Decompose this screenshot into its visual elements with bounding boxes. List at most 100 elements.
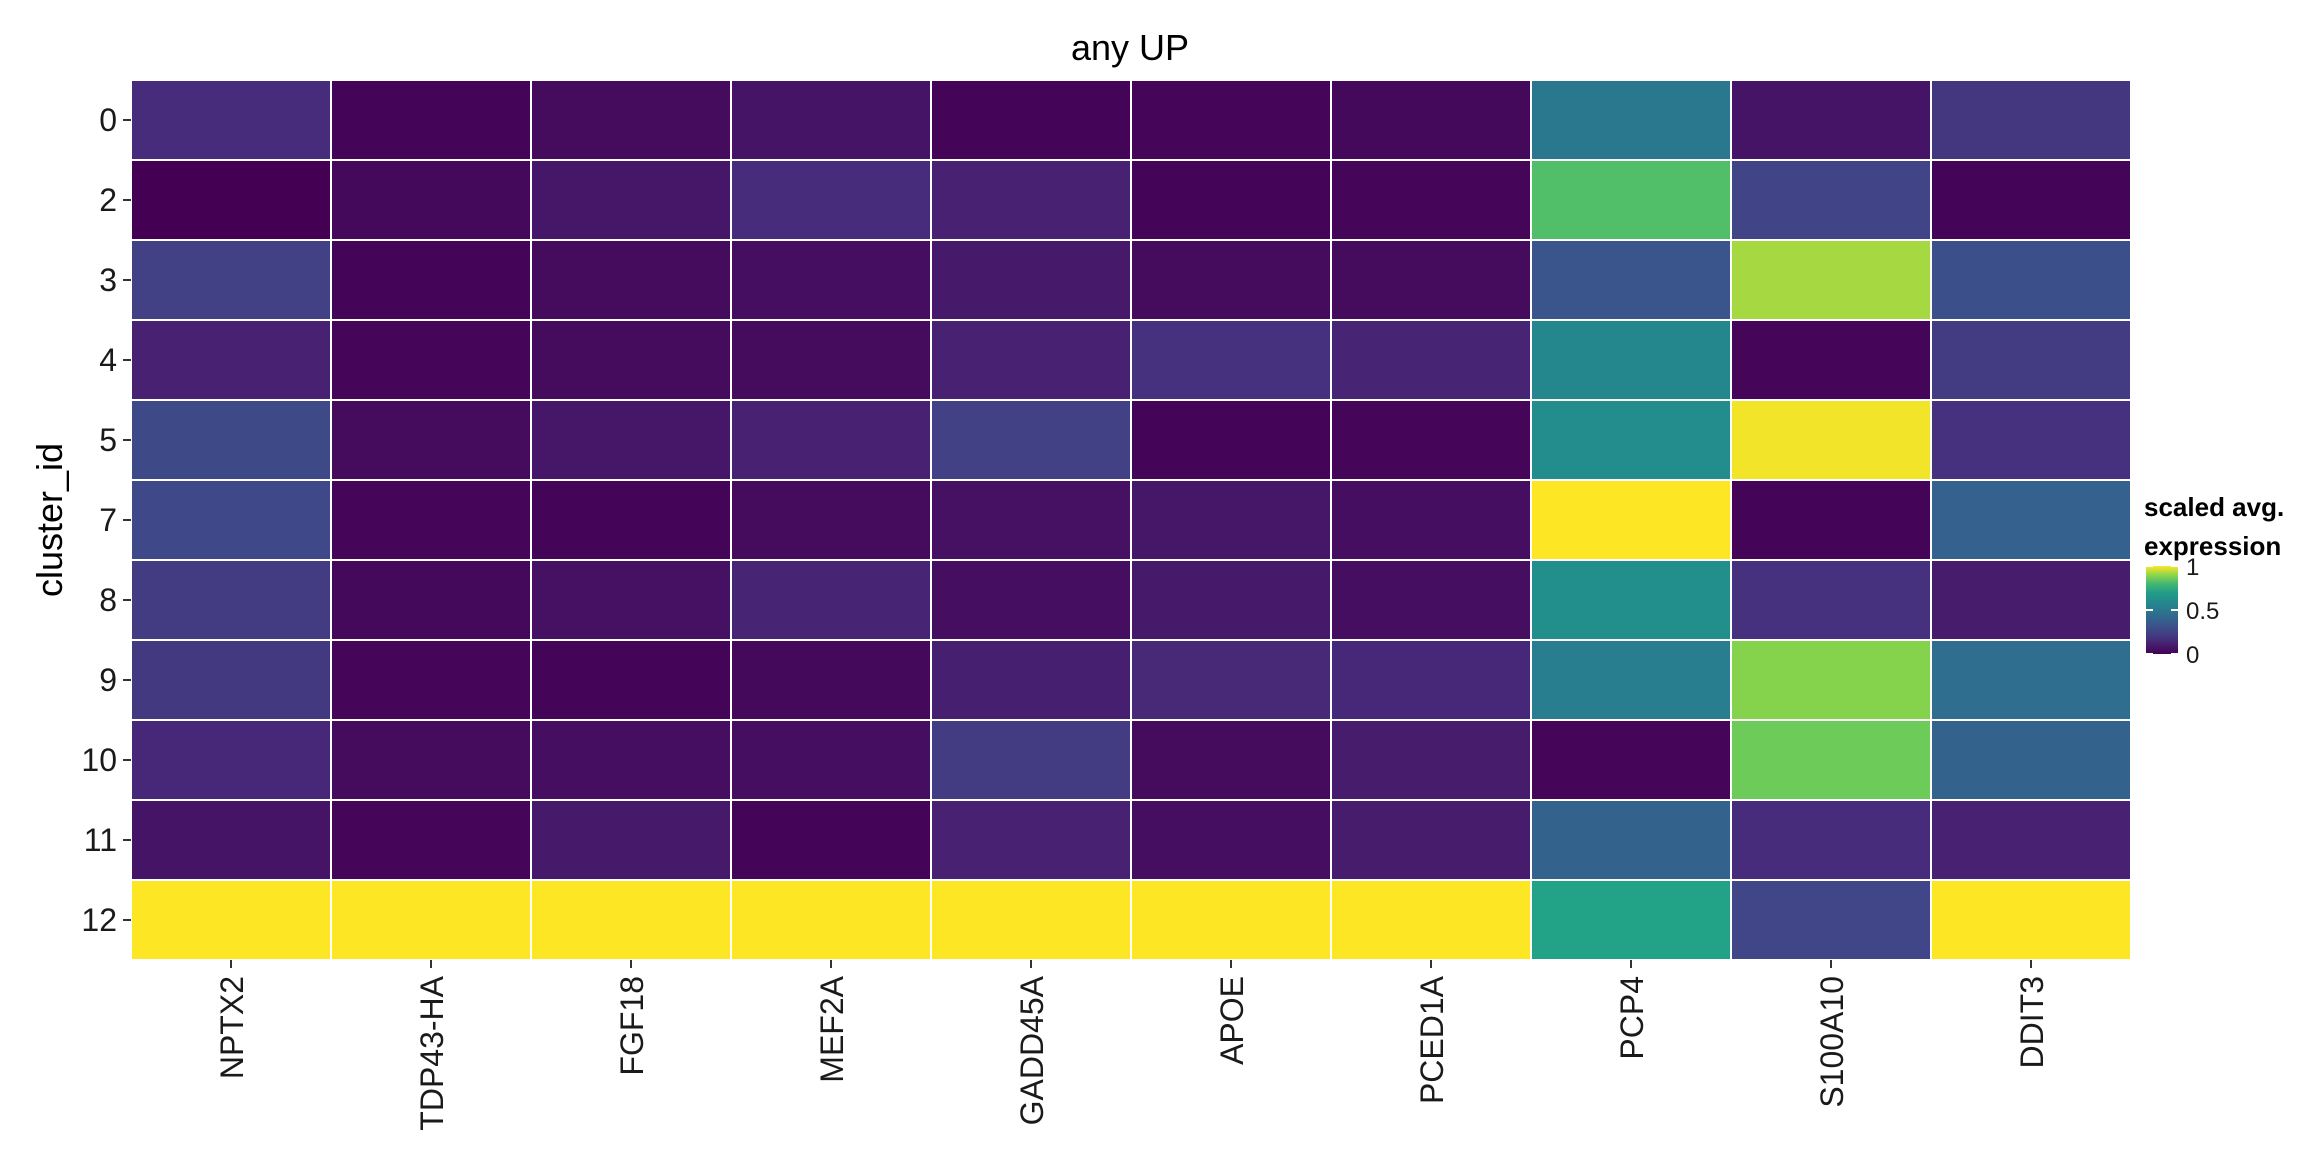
y-tick-labels: 0 2 3 4 5 7 8 9 10 11 12 — [81, 102, 131, 938]
heatmap-cell-7-DDIT3 — [1930, 479, 2132, 561]
heatmap-cell-2-PCED1A — [1330, 159, 1532, 241]
legend-title-line1: scaled avg. — [2144, 492, 2284, 522]
heatmap-cell-4-DDIT3 — [1930, 319, 2132, 401]
x-tick-label: FGF18 — [614, 976, 650, 1076]
heatmap-cell-11-MEF2A — [730, 799, 932, 881]
heatmap-cell-8-GADD45A — [930, 559, 1132, 641]
x-tick-label: S100A10 — [1814, 976, 1850, 1108]
heatmap-cell-3-APOE — [1130, 239, 1332, 321]
heatmap-cell-0-TDP43-HA — [330, 79, 532, 161]
heatmap-cell-2-APOE — [1130, 159, 1332, 241]
chart-title: any UP — [1071, 27, 1189, 68]
heatmap-cell-5-DDIT3 — [1930, 399, 2132, 481]
heatmap-cell-5-MEF2A — [730, 399, 932, 481]
x-tick-label: GADD45A — [1014, 975, 1050, 1125]
heatmap-cell-2-NPTX2 — [130, 159, 332, 241]
heatmap-cell-8-MEF2A — [730, 559, 932, 641]
heatmap-cell-10-TDP43-HA — [330, 719, 532, 801]
y-tick-label: 4 — [99, 342, 117, 378]
heatmap-cell-0-FGF18 — [530, 79, 732, 161]
y-tick-label: 3 — [99, 262, 117, 298]
heatmap-cell-12-MEF2A — [730, 879, 932, 961]
heatmap-cell-0-S100A10 — [1730, 79, 1932, 161]
heatmap-cell-8-TDP43-HA — [330, 559, 532, 641]
heatmap-cell-8-DDIT3 — [1930, 559, 2132, 641]
heatmap-cell-10-NPTX2 — [130, 719, 332, 801]
heatmap-cell-8-PCP4 — [1530, 559, 1732, 641]
x-tick-label: DDIT3 — [2014, 976, 2050, 1068]
legend-tick-label: 0 — [2186, 642, 2199, 669]
heatmap-cell-11-S100A10 — [1730, 799, 1932, 881]
heatmap-cell-5-APOE — [1130, 399, 1332, 481]
heatmap-cell-8-APOE — [1130, 559, 1332, 641]
heatmap-cell-4-S100A10 — [1730, 319, 1932, 401]
heatmap-cell-5-S100A10 — [1730, 399, 1932, 481]
heatmap-cell-7-PCP4 — [1530, 479, 1732, 561]
heatmap-cell-3-PCED1A — [1330, 239, 1532, 321]
heatmap-cell-8-S100A10 — [1730, 559, 1932, 641]
heatmap-cell-0-GADD45A — [930, 79, 1132, 161]
heatmap-cell-9-PCP4 — [1530, 639, 1732, 721]
heatmap-cell-3-S100A10 — [1730, 239, 1932, 321]
heatmap-cell-12-S100A10 — [1730, 879, 1932, 961]
x-tick-label: PCP4 — [1614, 976, 1650, 1060]
heatmap-cell-4-PCED1A — [1330, 319, 1532, 401]
heatmap-cell-3-DDIT3 — [1930, 239, 2132, 321]
heatmap-cell-3-MEF2A — [730, 239, 932, 321]
heatmap-cell-3-PCP4 — [1530, 239, 1732, 321]
heatmap-cell-0-NPTX2 — [130, 79, 332, 161]
heatmap-cell-11-GADD45A — [930, 799, 1132, 881]
heatmap-cell-2-GADD45A — [930, 159, 1132, 241]
heatmap-cell-2-DDIT3 — [1930, 159, 2132, 241]
heatmap-cell-10-APOE — [1130, 719, 1332, 801]
heatmap-cell-8-PCED1A — [1330, 559, 1532, 641]
heatmap-cell-12-APOE — [1130, 879, 1332, 961]
heatmap-cell-10-MEF2A — [730, 719, 932, 801]
heatmap-cell-9-FGF18 — [530, 639, 732, 721]
heatmap-cell-0-PCED1A — [1330, 79, 1532, 161]
heatmap-cell-7-TDP43-HA — [330, 479, 532, 561]
heatmap-cell-7-APOE — [1130, 479, 1332, 561]
heatmap-cell-2-TDP43-HA — [330, 159, 532, 241]
heatmap-cell-11-APOE — [1130, 799, 1332, 881]
heatmap-cell-9-GADD45A — [930, 639, 1132, 721]
legend-tick-label: 0.5 — [2186, 598, 2219, 625]
heatmap-cell-9-MEF2A — [730, 639, 932, 721]
heatmap-cell-4-FGF18 — [530, 319, 732, 401]
heatmap-cell-9-PCED1A — [1330, 639, 1532, 721]
heatmap-cell-3-NPTX2 — [130, 239, 332, 321]
heatmap-cell-5-NPTX2 — [130, 399, 332, 481]
heatmap-cell-5-FGF18 — [530, 399, 732, 481]
heatmap-cell-10-DDIT3 — [1930, 719, 2132, 801]
y-axis-title: cluster_id — [29, 443, 70, 597]
heatmap-cell-5-GADD45A — [930, 399, 1132, 481]
heatmap-cell-10-FGF18 — [530, 719, 732, 801]
heatmap-cell-7-S100A10 — [1730, 479, 1932, 561]
heatmap-cell-9-APOE — [1130, 639, 1332, 721]
y-tick-label: 5 — [99, 422, 117, 458]
heatmap-cell-7-MEF2A — [730, 479, 932, 561]
heatmap-cell-12-PCP4 — [1530, 879, 1732, 961]
heatmap-cell-0-PCP4 — [1530, 79, 1732, 161]
heatmap-cell-0-DDIT3 — [1930, 79, 2132, 161]
heatmap-cell-7-NPTX2 — [130, 479, 332, 561]
heatmap-cell-8-FGF18 — [530, 559, 732, 641]
heatmap-cell-2-S100A10 — [1730, 159, 1932, 241]
y-tick-label: 2 — [99, 182, 117, 218]
heatmap-cell-3-FGF18 — [530, 239, 732, 321]
heatmap-cell-11-PCED1A — [1330, 799, 1532, 881]
x-tick-label: MEF2A — [814, 975, 850, 1082]
heatmap-cells — [130, 79, 2132, 961]
heatmap-cell-12-FGF18 — [530, 879, 732, 961]
heatmap-cell-9-DDIT3 — [1930, 639, 2132, 721]
heatmap-cell-4-PCP4 — [1530, 319, 1732, 401]
heatmap-cell-7-PCED1A — [1330, 479, 1532, 561]
x-tick-label: NPTX2 — [214, 976, 250, 1079]
heatmap-cell-11-NPTX2 — [130, 799, 332, 881]
x-tick-label: APOE — [1214, 976, 1250, 1065]
colorbar-legend: scaled avg. expression 1 0.5 0 — [2144, 492, 2284, 669]
heatmap-cell-12-DDIT3 — [1930, 879, 2132, 961]
y-tick-label: 7 — [99, 502, 117, 538]
heatmap-cell-2-PCP4 — [1530, 159, 1732, 241]
